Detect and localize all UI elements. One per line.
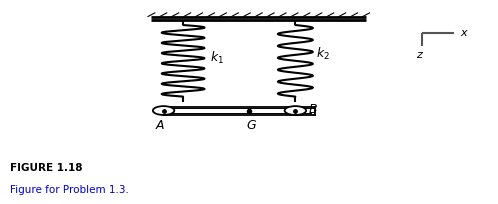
Text: $B$: $B$ — [308, 103, 317, 115]
Text: FIGURE 1.18: FIGURE 1.18 — [10, 162, 82, 172]
Circle shape — [153, 107, 174, 115]
Text: $z$: $z$ — [416, 50, 424, 60]
Text: $A$: $A$ — [154, 118, 165, 131]
Text: Figure for Problem 1.3.: Figure for Problem 1.3. — [10, 184, 129, 194]
Text: $x$: $x$ — [460, 28, 469, 38]
Text: $k_1$: $k_1$ — [210, 50, 224, 65]
Text: $k_2$: $k_2$ — [316, 45, 330, 62]
Text: $G$: $G$ — [246, 118, 257, 131]
Circle shape — [285, 107, 306, 115]
